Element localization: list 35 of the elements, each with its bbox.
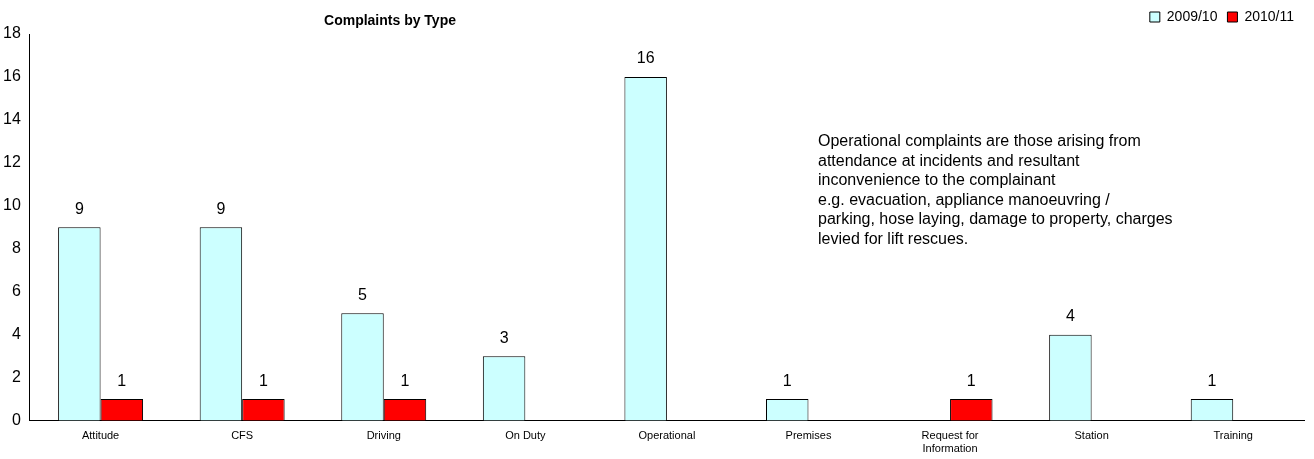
data-label: 1 [966,371,976,389]
y-tick-label: 4 [11,325,21,343]
x-tick-label: On Duty [505,429,546,442]
data-label: 5 [358,285,368,303]
legend-label: 2009/10 [1166,7,1218,24]
data-label: 16 [636,49,655,67]
data-label: 9 [216,199,226,217]
y-tick-label: 8 [11,239,21,257]
y-tick-label: 16 [3,67,21,85]
x-tick-label: Attitude [81,429,120,442]
y-tick-label: 14 [3,110,21,128]
x-tick-label: Station [1074,429,1109,442]
data-label: 1 [1207,371,1217,389]
x-tick-label: Operational [638,429,696,442]
x-tick-label: Training [1213,429,1253,442]
y-tick-label: 2 [11,368,21,386]
data-label: 1 [117,371,127,389]
x-tick-label: Premises [785,429,832,442]
data-label: 3 [499,328,509,346]
y-tick-label: 18 [3,24,21,42]
x-tick-label: CFS [231,429,254,442]
x-tick-label: Driving [366,429,401,442]
y-tick-label: 0 [11,411,21,429]
data-label: 1 [258,371,268,389]
y-tick-label: 10 [3,196,21,214]
data-label: 4 [1065,307,1075,325]
x-tick-label: Request for Information [921,429,979,455]
data-label: 1 [400,371,410,389]
legend-label: 2010/11 [1244,7,1295,24]
data-label: 9 [74,199,84,217]
y-tick-label: 12 [3,153,21,171]
y-tick-label: 6 [11,282,21,300]
chart-title: Complaints by Type [324,11,457,28]
data-label: 1 [782,371,792,389]
annotation: Operational complaints are those arising from attendance at incidents and resultant inconvenience to the complainant e.g. evacuation, appliance manoeuvring / parking, hose laying, damage to property, charges levied for lift rescues. [818,132,1173,247]
